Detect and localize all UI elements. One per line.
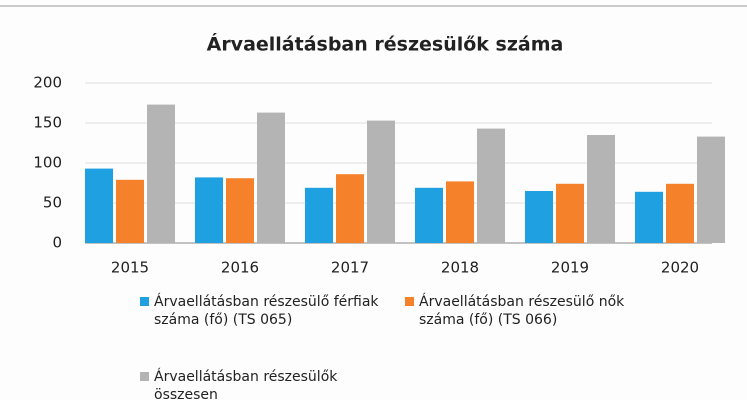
- bar: [446, 181, 474, 243]
- bar: [525, 191, 553, 243]
- bar: [85, 168, 113, 243]
- bar: [477, 128, 505, 243]
- x-tick-label: 2018: [441, 259, 479, 277]
- legend-label: Árvaellátásban részesülő férfiak száma (…: [154, 294, 379, 328]
- bar: [147, 104, 175, 243]
- bar: [666, 183, 694, 243]
- bar: [305, 187, 333, 243]
- legend-swatch: [140, 297, 149, 306]
- bar: [195, 177, 223, 243]
- x-tick-label: 2016: [221, 259, 259, 277]
- x-tick-label: 2017: [331, 259, 369, 277]
- bar: [226, 178, 254, 243]
- legend-entry: Árvaellátásban részesülők összesen: [140, 368, 354, 400]
- bar: [415, 187, 443, 243]
- y-tick-label: 150: [33, 114, 62, 132]
- legend-swatch: [140, 372, 149, 381]
- y-tick-label: 50: [43, 194, 62, 212]
- legend-label: Árvaellátásban részesülő nők száma (fő) …: [419, 294, 625, 328]
- x-tick-label: 2020: [661, 259, 699, 277]
- x-tick-label: 2019: [551, 259, 589, 277]
- bar: [697, 136, 725, 243]
- bar: [367, 120, 395, 243]
- x-tick-label: 2015: [111, 259, 149, 277]
- legend-label: Árvaellátásban részesülők összesen: [154, 369, 338, 400]
- chart-title: Árvaellátásban részesülők száma: [207, 33, 564, 56]
- y-tick-label: 100: [33, 154, 62, 172]
- bar: [336, 174, 364, 243]
- legend-entry: Árvaellátásban részesülő nők száma (fő) …: [405, 293, 654, 329]
- legend-entry: Árvaellátásban részesülő férfiak száma (…: [140, 293, 389, 329]
- bar: [257, 112, 285, 243]
- y-tick-label: 200: [33, 74, 62, 92]
- legend-swatch: [405, 297, 414, 306]
- bar: [556, 183, 584, 243]
- bar: [635, 191, 663, 243]
- y-tick-label: 0: [52, 234, 62, 252]
- bar: [587, 135, 615, 243]
- bar: [116, 179, 144, 243]
